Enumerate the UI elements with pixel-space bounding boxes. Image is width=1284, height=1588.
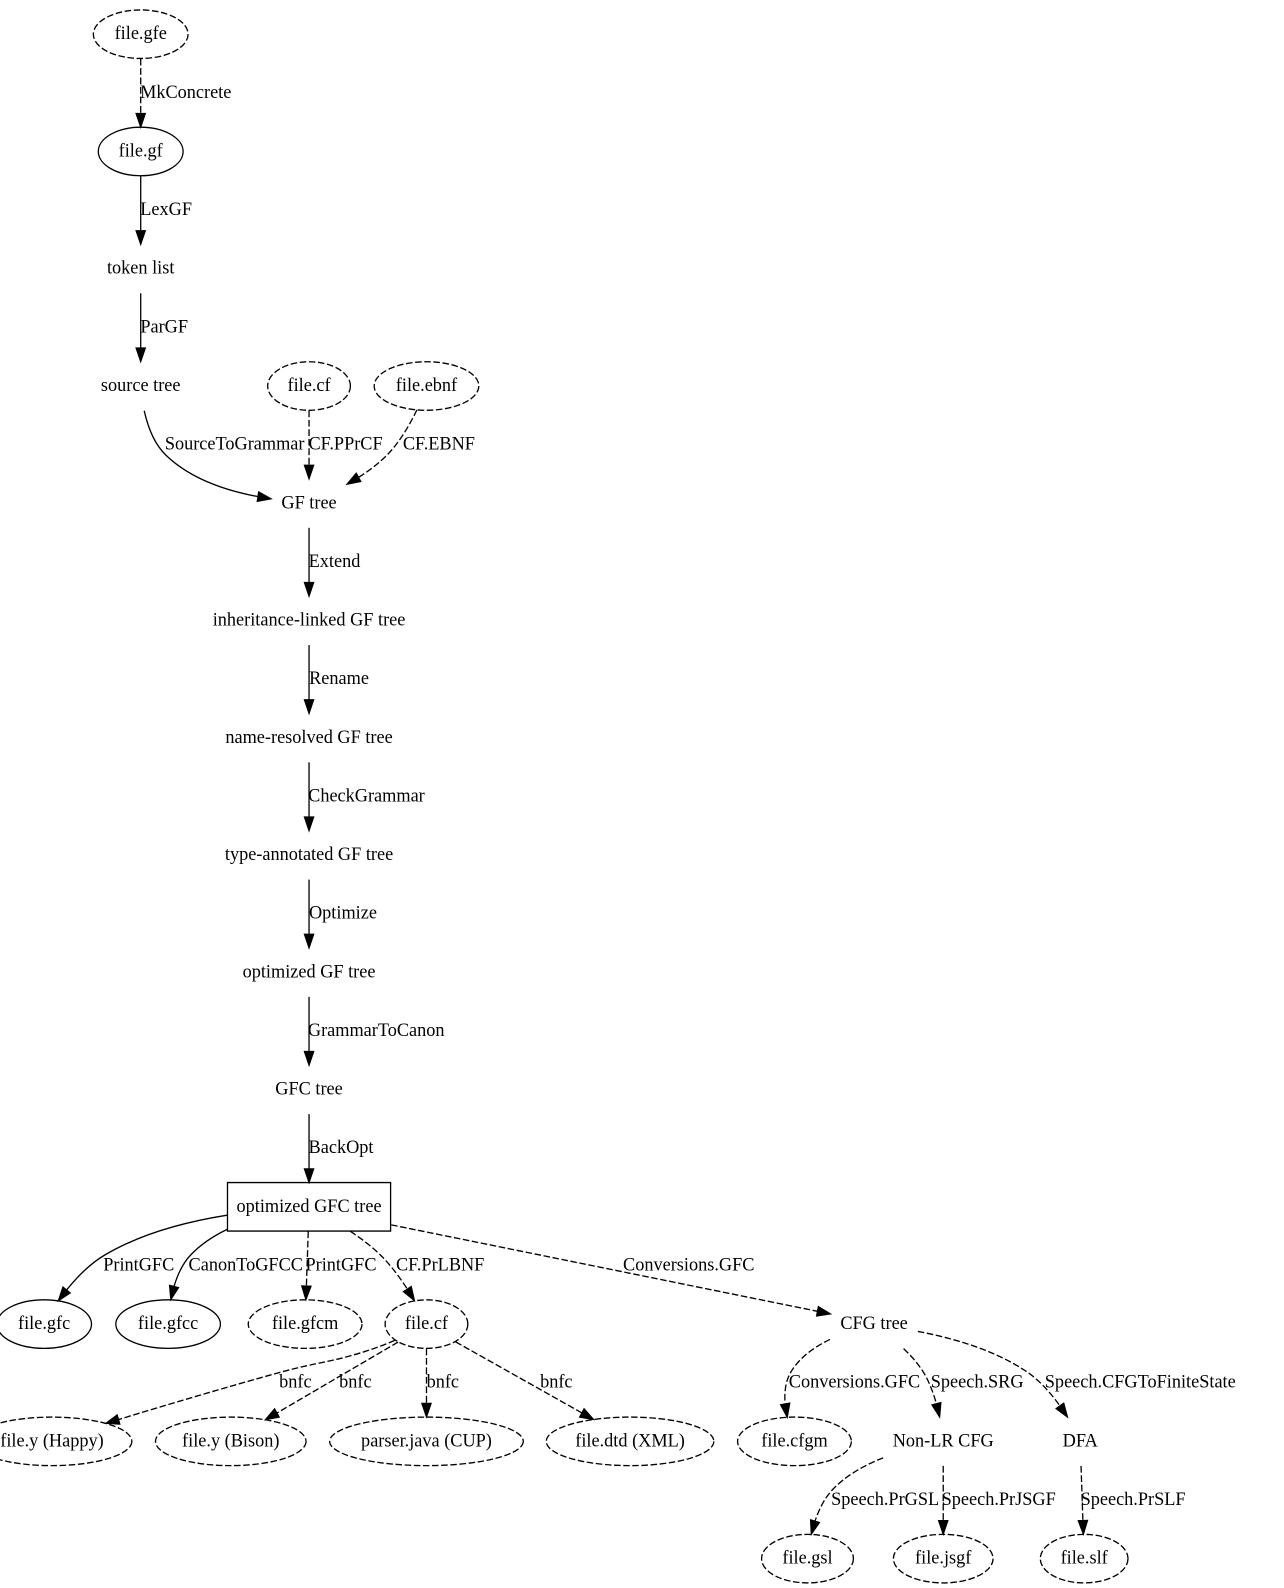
svg-text:PrintGFC: PrintGFC <box>103 1254 174 1275</box>
svg-text:MkConcrete: MkConcrete <box>140 82 231 103</box>
svg-text:GF tree: GF tree <box>281 492 336 513</box>
svg-text:file.cfgm: file.cfgm <box>761 1430 828 1451</box>
svg-text:Conversions.GFC: Conversions.GFC <box>789 1371 920 1392</box>
svg-text:Non-LR CFG: Non-LR CFG <box>893 1430 994 1451</box>
svg-text:optimized GFC tree: optimized GFC tree <box>237 1196 382 1217</box>
svg-text:Speech.CFGToFiniteState: Speech.CFGToFiniteState <box>1045 1371 1236 1392</box>
svg-text:file.gfc: file.gfc <box>18 1313 70 1334</box>
svg-text:GFC tree: GFC tree <box>275 1078 342 1099</box>
svg-text:token list: token list <box>107 257 175 278</box>
svg-text:name-resolved GF tree: name-resolved GF tree <box>225 727 392 748</box>
svg-text:file.dtd (XML): file.dtd (XML) <box>575 1430 685 1451</box>
svg-text:ParGF: ParGF <box>140 316 188 337</box>
svg-text:CF.PrLBNF: CF.PrLBNF <box>396 1254 484 1275</box>
svg-text:file.gfcc: file.gfcc <box>138 1313 198 1334</box>
svg-text:file.gfe: file.gfe <box>115 23 167 44</box>
svg-text:PrintGFC: PrintGFC <box>305 1254 376 1275</box>
svg-text:Conversions.GFC: Conversions.GFC <box>623 1254 754 1275</box>
svg-text:bnfc: bnfc <box>339 1371 371 1392</box>
svg-text:Extend: Extend <box>309 551 361 572</box>
svg-text:CF.EBNF: CF.EBNF <box>403 433 475 454</box>
svg-text:DFA: DFA <box>1063 1430 1099 1451</box>
svg-text:LexGF: LexGF <box>140 199 192 220</box>
svg-text:file.y (Bison): file.y (Bison) <box>182 1430 279 1451</box>
svg-text:file.cf: file.cf <box>287 375 331 396</box>
svg-text:file.gfcm: file.gfcm <box>272 1313 339 1334</box>
svg-text:Rename: Rename <box>309 668 369 689</box>
svg-text:bnfc: bnfc <box>427 1371 459 1392</box>
svg-text:optimized GF tree: optimized GF tree <box>243 961 376 982</box>
svg-text:bnfc: bnfc <box>540 1371 572 1392</box>
svg-text:file.jsgf: file.jsgf <box>915 1547 972 1568</box>
svg-text:BackOpt: BackOpt <box>309 1137 375 1158</box>
svg-text:CanonToGFCC: CanonToGFCC <box>189 1254 303 1275</box>
svg-text:type-annotated GF tree: type-annotated GF tree <box>225 844 393 865</box>
svg-text:file.gf: file.gf <box>119 140 164 161</box>
svg-text:Optimize: Optimize <box>309 902 377 923</box>
svg-text:Speech.PrSLF: Speech.PrSLF <box>1081 1489 1186 1510</box>
svg-text:file.y (Happy): file.y (Happy) <box>0 1430 103 1451</box>
svg-text:source tree: source tree <box>101 375 181 396</box>
svg-text:file.ebnf: file.ebnf <box>396 375 458 396</box>
svg-text:SourceToGrammar: SourceToGrammar <box>165 433 305 454</box>
svg-text:parser.java (CUP): parser.java (CUP) <box>361 1430 492 1451</box>
svg-text:bnfc: bnfc <box>279 1371 311 1392</box>
svg-text:CFG tree: CFG tree <box>840 1313 907 1334</box>
svg-text:file.cf: file.cf <box>405 1313 449 1334</box>
svg-text:inheritance-linked GF tree: inheritance-linked GF tree <box>213 609 406 630</box>
svg-text:file.slf: file.slf <box>1061 1547 1109 1568</box>
svg-text:CheckGrammar: CheckGrammar <box>308 785 425 806</box>
svg-text:GrammarToCanon: GrammarToCanon <box>308 1020 445 1041</box>
svg-text:Speech.PrGSL: Speech.PrGSL <box>831 1489 939 1510</box>
svg-text:file.gsl: file.gsl <box>782 1547 832 1568</box>
svg-text:CF.PPrCF: CF.PPrCF <box>308 433 382 454</box>
svg-text:Speech.SRG: Speech.SRG <box>931 1371 1024 1392</box>
svg-text:Speech.PrJSGF: Speech.PrJSGF <box>942 1489 1056 1510</box>
